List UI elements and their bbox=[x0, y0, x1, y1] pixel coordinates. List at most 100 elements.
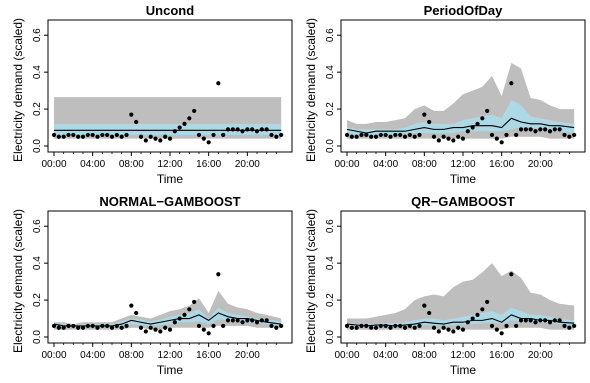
observed-point bbox=[85, 323, 90, 329]
observed-point bbox=[66, 132, 71, 138]
plot-area bbox=[344, 263, 577, 336]
observed-point bbox=[398, 323, 403, 329]
observed-point bbox=[518, 318, 524, 323]
observed-point bbox=[264, 127, 269, 132]
observed-point bbox=[547, 129, 553, 134]
observed-point bbox=[259, 127, 264, 132]
observed-point bbox=[269, 323, 274, 329]
observed-point bbox=[279, 132, 284, 138]
observed-point bbox=[504, 132, 509, 138]
observed-point bbox=[480, 116, 485, 121]
chart-panel-2: PeriodOfDay 00:00 04:00 08:00 12:00 16:00 20:0… bbox=[304, 3, 586, 186]
observed-point bbox=[460, 327, 466, 332]
observed-point bbox=[230, 127, 235, 132]
observed-point bbox=[85, 132, 90, 138]
observed-point bbox=[422, 303, 427, 308]
observed-point bbox=[378, 132, 383, 138]
y-tick-label: 0.0 bbox=[325, 139, 336, 153]
x-tick-label: 00:00 bbox=[41, 159, 66, 170]
observed-point bbox=[201, 136, 206, 141]
x-tick-label: 00:00 bbox=[334, 350, 359, 361]
inner-quantile-band bbox=[54, 307, 282, 327]
observed-point bbox=[105, 132, 110, 138]
observed-point bbox=[206, 140, 211, 145]
y-axis-label: Electricity demand (scaled) bbox=[304, 18, 318, 162]
observed-point bbox=[552, 318, 557, 323]
observed-point bbox=[393, 323, 398, 329]
observed-point bbox=[456, 325, 461, 330]
median-line bbox=[346, 117, 575, 134]
observed-point bbox=[533, 320, 538, 325]
observed-point bbox=[567, 325, 572, 330]
observed-point bbox=[90, 323, 95, 329]
x-tick-label: 08:00 bbox=[412, 159, 437, 170]
observed-point bbox=[528, 318, 533, 323]
observed-point bbox=[254, 320, 260, 325]
y-tick-label: 0.2 bbox=[325, 293, 336, 307]
observed-point bbox=[475, 312, 480, 317]
observed-point bbox=[509, 272, 514, 277]
observed-point bbox=[514, 323, 519, 329]
observed-point bbox=[187, 307, 192, 312]
observed-point bbox=[552, 127, 557, 132]
observed-point bbox=[119, 325, 124, 330]
observed-point bbox=[562, 323, 567, 329]
observed-point bbox=[465, 320, 470, 325]
observed-point bbox=[172, 129, 177, 134]
observed-point bbox=[163, 325, 168, 330]
observed-point bbox=[264, 318, 269, 323]
inner-quantile-band bbox=[347, 99, 575, 135]
observed-point bbox=[153, 327, 158, 332]
observed-point bbox=[436, 138, 441, 143]
chart-panel-4: QR−GAMBOOST 00:00 04:00 08:00 12:00 16:00 20:0… bbox=[304, 194, 586, 377]
observed-point bbox=[538, 318, 543, 323]
observed-point bbox=[354, 325, 359, 330]
chart-panel-1: Uncond 00:00 04:00 08:00 12:00 16:00 20:00 Time… bbox=[11, 3, 293, 186]
y-tick-label: 0.0 bbox=[325, 330, 336, 344]
chart-title: NORMAL−GAMBOOST bbox=[99, 194, 240, 209]
observed-point bbox=[177, 316, 182, 321]
observed-point bbox=[369, 325, 374, 330]
observed-point bbox=[417, 323, 422, 329]
observed-point bbox=[95, 134, 100, 139]
observed-point bbox=[470, 125, 475, 130]
observed-point bbox=[475, 121, 480, 126]
x-tick-label: 20:00 bbox=[235, 350, 260, 361]
y-tick-label: 0.6 bbox=[325, 219, 336, 233]
observed-point bbox=[196, 323, 202, 329]
x-tick-label: 20:00 bbox=[528, 350, 553, 361]
observed-point bbox=[240, 129, 245, 134]
observed-point bbox=[182, 312, 187, 317]
observed-point bbox=[364, 323, 369, 329]
x-tick-label: 20:00 bbox=[528, 159, 553, 170]
observed-point bbox=[235, 318, 240, 323]
observed-point bbox=[533, 129, 538, 134]
observed-point bbox=[192, 108, 197, 114]
observed-point bbox=[431, 134, 437, 139]
observed-point bbox=[441, 325, 446, 330]
observed-point bbox=[221, 323, 226, 329]
observed-point bbox=[538, 127, 543, 132]
observed-point bbox=[422, 112, 427, 117]
x-tick-label: 16:00 bbox=[196, 350, 221, 361]
x-tick-label: 12:00 bbox=[450, 350, 475, 361]
observed-point bbox=[465, 129, 470, 134]
inner-quantile-band bbox=[347, 307, 575, 327]
observed-point bbox=[557, 318, 562, 323]
observed-point bbox=[460, 136, 466, 141]
observed-point bbox=[354, 134, 359, 139]
observed-point bbox=[344, 132, 350, 138]
observed-point bbox=[206, 331, 211, 336]
observed-point bbox=[518, 127, 524, 132]
observed-point bbox=[158, 329, 163, 334]
observed-point bbox=[489, 323, 495, 329]
x-axis-label: Time bbox=[157, 363, 184, 377]
observed-point bbox=[562, 132, 567, 138]
observed-point bbox=[250, 318, 255, 323]
observed-point bbox=[499, 140, 504, 145]
observed-point bbox=[196, 132, 202, 138]
x-tick-label: 08:00 bbox=[412, 350, 437, 361]
observed-point bbox=[71, 132, 76, 138]
observed-point bbox=[245, 318, 250, 323]
observed-point bbox=[235, 127, 240, 132]
